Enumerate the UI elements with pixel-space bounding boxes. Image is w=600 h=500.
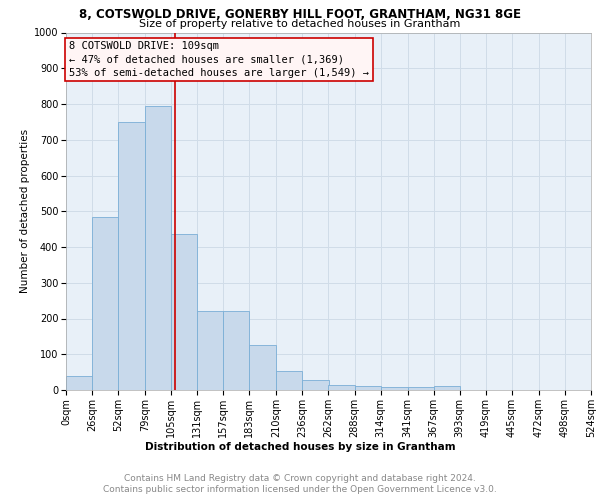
- Bar: [118, 122, 145, 390]
- Bar: [171, 234, 197, 390]
- Bar: [380, 387, 407, 390]
- Bar: [66, 376, 92, 390]
- Bar: [250, 346, 277, 390]
- Bar: [355, 386, 380, 390]
- Y-axis label: Number of detached properties: Number of detached properties: [20, 129, 29, 294]
- Bar: [302, 380, 329, 390]
- Text: Distribution of detached houses by size in Grantham: Distribution of detached houses by size …: [145, 442, 455, 452]
- Text: Size of property relative to detached houses in Grantham: Size of property relative to detached ho…: [139, 19, 461, 29]
- Bar: [277, 372, 302, 390]
- Bar: [329, 386, 355, 390]
- Text: 8, COTSWOLD DRIVE, GONERBY HILL FOOT, GRANTHAM, NG31 8GE: 8, COTSWOLD DRIVE, GONERBY HILL FOOT, GR…: [79, 8, 521, 20]
- Bar: [197, 312, 223, 390]
- Text: 8 COTSWOLD DRIVE: 109sqm
← 47% of detached houses are smaller (1,369)
53% of sem: 8 COTSWOLD DRIVE: 109sqm ← 47% of detach…: [69, 42, 369, 78]
- Bar: [223, 312, 250, 390]
- Text: Contains HM Land Registry data © Crown copyright and database right 2024.: Contains HM Land Registry data © Crown c…: [124, 474, 476, 483]
- Text: Contains public sector information licensed under the Open Government Licence v3: Contains public sector information licen…: [103, 485, 497, 494]
- Bar: [407, 387, 434, 390]
- Bar: [92, 216, 118, 390]
- Bar: [145, 106, 171, 390]
- Bar: [434, 386, 460, 390]
